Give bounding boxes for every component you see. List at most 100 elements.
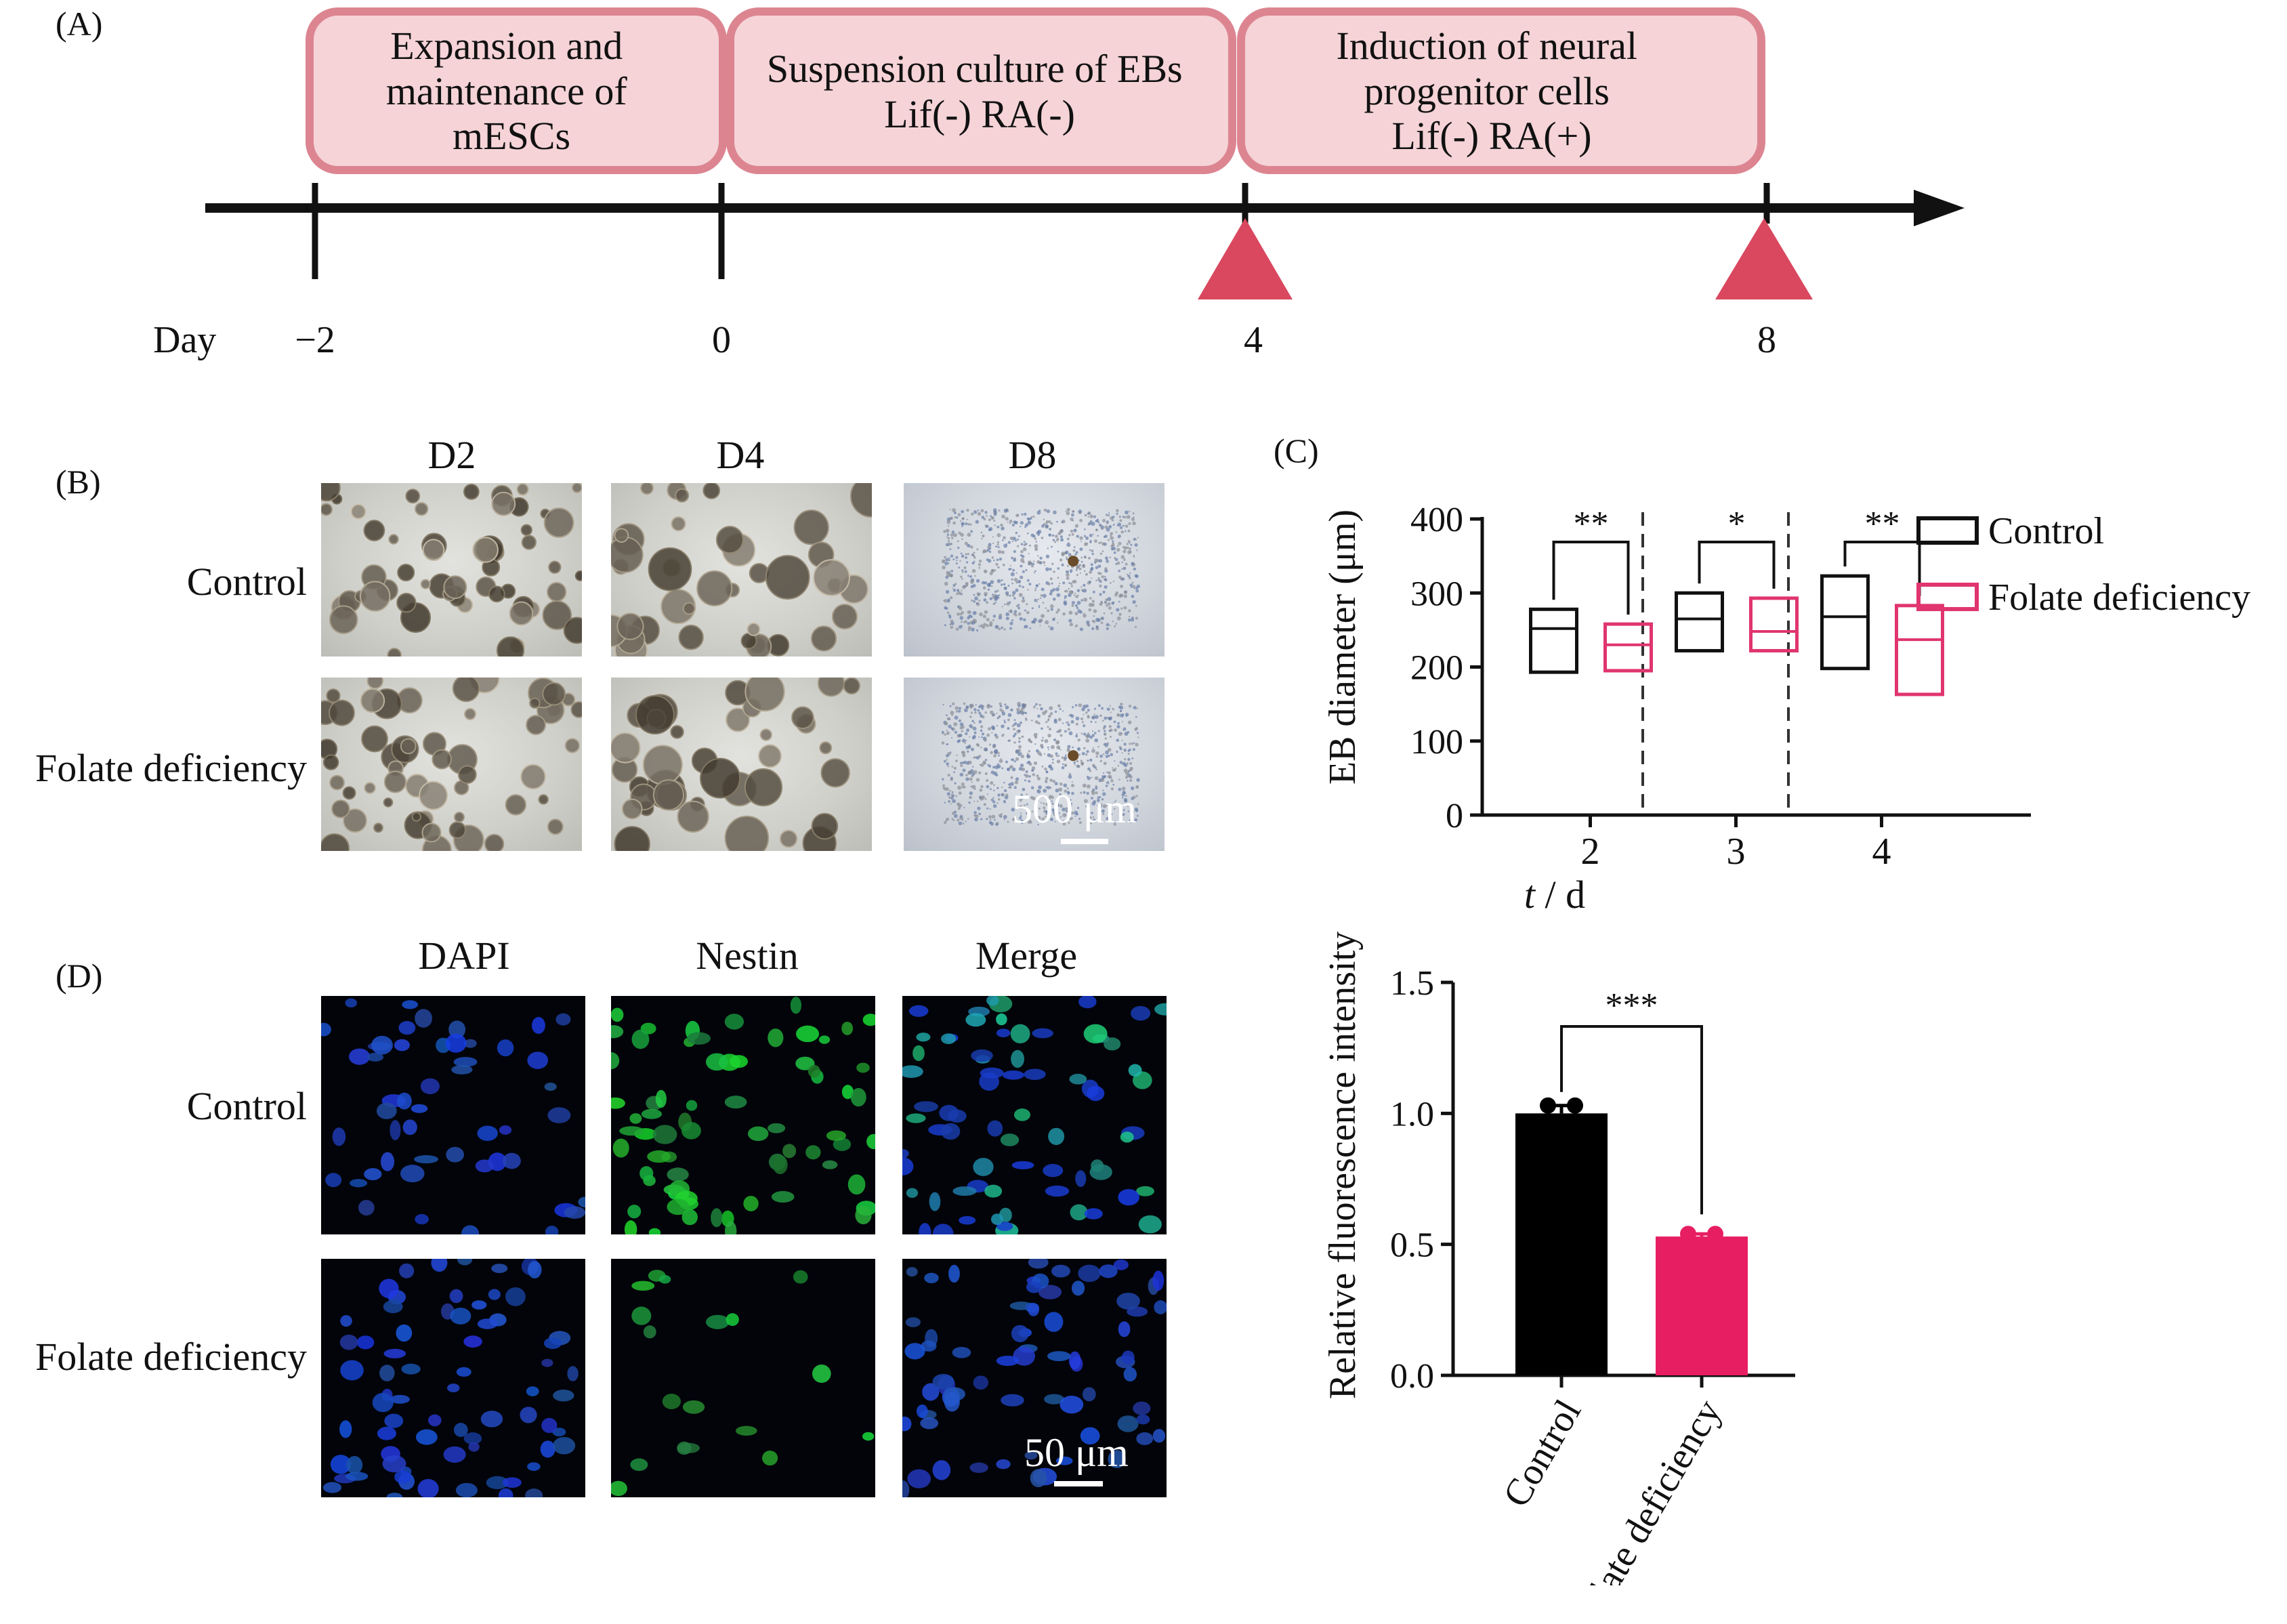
fluorescence-bar-chart: Relative fluorescence intensity 0.0 0.5 1.…: [1322, 932, 1795, 1586]
bar-control: [1515, 1113, 1608, 1375]
fluorescence-folate-dapi: [321, 1259, 585, 1497]
panel-b-col-d4: D4: [717, 433, 765, 477]
stage-1-line-2: maintenance of: [386, 69, 628, 113]
stage-box-induction: Induction of neural progenitor cells Lif…: [1237, 7, 1765, 174]
fluorescence-folate-nestin: [611, 1259, 875, 1497]
scale-bar-500um-line: [1061, 839, 1108, 844]
panel-d-row-folate: Folate deficiency: [35, 1335, 307, 1379]
triangle-marker-day-4: [1198, 218, 1293, 299]
day-label-minus-2: −2: [295, 319, 335, 361]
y-tick-label: 400: [1410, 501, 1463, 539]
panel-b-label: (B): [56, 463, 101, 501]
brightfield-folate-d2: [321, 678, 582, 851]
triangle-marker-day-8: [1715, 218, 1813, 299]
panel-a-label: (A): [56, 5, 102, 43]
y-tick-label: 200: [1410, 649, 1463, 688]
y-tick-label: 0: [1446, 797, 1463, 835]
box-folate-deficiency-day-3: [1749, 596, 1799, 652]
data-point: [1707, 1226, 1723, 1243]
x-tick-label: 4: [1872, 831, 1891, 873]
stage-3-line-1: Induction of neural: [1336, 24, 1637, 68]
panel-d-label: (D): [56, 957, 102, 995]
scale-bar-50um-label: 50 μm: [1024, 1430, 1129, 1475]
box-control-day-4: [1820, 574, 1870, 671]
day-label-0: 0: [712, 319, 731, 361]
data-point: [1567, 1097, 1583, 1114]
stage-box-expansion: Expansion and maintenance of mESCs: [306, 7, 727, 174]
significance-label: ***: [1606, 986, 1658, 1025]
brightfield-control-d8: [904, 483, 1165, 657]
panel-c-label: (C): [1274, 432, 1319, 470]
y-tick-label: 1.5: [1390, 964, 1434, 1003]
data-point: [1540, 1097, 1556, 1114]
stage-1-line-3: mESCs: [453, 114, 570, 158]
scale-bar-50um: 50 μm: [1024, 1430, 1160, 1491]
panel-d-marks: ***: [1515, 986, 1748, 1375]
panel-b-row-control: Control: [187, 560, 307, 604]
day-axis-label: Day: [153, 319, 216, 361]
fluorescence-folate-merge: 50 μm: [902, 1259, 1167, 1497]
legend-label-control: Control: [1988, 510, 2104, 552]
box-folate-deficiency-day-4: [1895, 604, 1944, 696]
svg-text:Induction of neural prog: Induction of neural progenitor cells Lif…: [1336, 24, 1647, 158]
svg-text:Expansion and maintenanc: Expansion and maintenance of mESCs: [386, 24, 637, 158]
panel-b-col-d8: D8: [1009, 433, 1057, 477]
day-label-4: 4: [1244, 319, 1263, 361]
significance-bracket: [1552, 541, 1630, 615]
panel-d-row-control: Control: [187, 1084, 307, 1128]
stage-2-line-2: Lif(-) RA(-): [884, 92, 1075, 136]
panel-c-xlabel-italic: t: [1524, 873, 1536, 917]
y-tick-label: 0.0: [1390, 1357, 1434, 1396]
fluorescence-control-merge: [902, 996, 1167, 1234]
panel-b-labels: (B) D2 D4 D8 Control Folate deficiency: [35, 433, 1057, 790]
box-folate-deficiency-day-2: [1603, 622, 1653, 673]
brightfield-control-d2: [321, 483, 582, 657]
y-tick-label: 1.0: [1390, 1095, 1434, 1133]
significance-bracket: [1560, 1025, 1703, 1215]
panel-c-xlabel: t / d: [1524, 873, 1585, 917]
bar-folate-deficiency: [1656, 1236, 1748, 1375]
significance-bracket: [1698, 541, 1776, 589]
brightfield-folate-d8: 500 μm: [904, 678, 1165, 851]
legend-swatch-folate: [1916, 583, 1979, 611]
panel-c-axes: 0 100 200 300 400 2 3 4: [1410, 501, 2031, 873]
panel-d-col-nestin: Nestin: [696, 935, 798, 978]
scale-bar-500um-label: 500 μm: [1012, 787, 1137, 831]
scale-bar-50um-line: [1054, 1481, 1103, 1486]
legend-label-folate: Folate deficiency: [1988, 577, 2250, 619]
significance-label: **: [1865, 505, 1900, 543]
panel-c-ylabel: EB diameter (μm): [1322, 509, 1364, 785]
panel-d-ylabel: Relative fluorescence intensity: [1322, 932, 1364, 1399]
eb-diameter-chart: (C) EB diameter (μm) t / d 0 100 200 300 400…: [1274, 432, 2250, 917]
x-tick-label: 2: [1581, 831, 1600, 873]
day-label-8: 8: [1757, 319, 1776, 361]
significance-label: *: [1728, 505, 1746, 543]
timeline-axis: [205, 183, 1965, 299]
y-tick-label: 300: [1410, 575, 1463, 613]
panel-d-labels: (D) DAPI Nestin Merge Control Folate def…: [35, 935, 1077, 1379]
significance-bracket: [1843, 541, 1921, 596]
panel-c-marks: ** * **: [1529, 505, 1944, 696]
panel-c-legend: Control Folate deficiency: [1916, 510, 2250, 619]
panel-c-xlabel-rest: / d: [1535, 873, 1585, 917]
fluorescence-control-dapi: [321, 996, 585, 1234]
x-tick-label: 3: [1727, 831, 1746, 873]
panel-a-timeline: (A) Expansion and maintenance of mESCs S…: [56, 5, 1965, 361]
scale-bar-500um: 500 μm: [1012, 786, 1158, 847]
fluorescence-control-nestin: [611, 996, 875, 1234]
data-point: [1680, 1226, 1696, 1243]
stage-box-suspension: Suspension culture of EBs Lif(-) RA(-): [726, 7, 1236, 174]
legend-swatch-control: [1916, 516, 1979, 545]
x-tick-label: Control: [1495, 1393, 1589, 1514]
svg-text:Suspension culture of EBs: Suspension culture of EBs Lif(-) RA(-): [767, 47, 1192, 136]
panel-b-col-d2: D2: [428, 433, 476, 477]
stage-1-line-1: Expansion and: [390, 24, 623, 68]
y-tick-label: 100: [1410, 723, 1463, 762]
brightfield-folate-d4: [611, 678, 872, 851]
box-control-day-3: [1675, 591, 1724, 652]
box-control-day-2: [1529, 607, 1578, 674]
y-tick-label: 0.5: [1390, 1226, 1434, 1265]
brightfield-control-d4: [611, 483, 872, 657]
x-tick-label: Folate deficiency: [1562, 1393, 1729, 1586]
stage-3-line-3: Lif(-) RA(+): [1391, 114, 1591, 158]
